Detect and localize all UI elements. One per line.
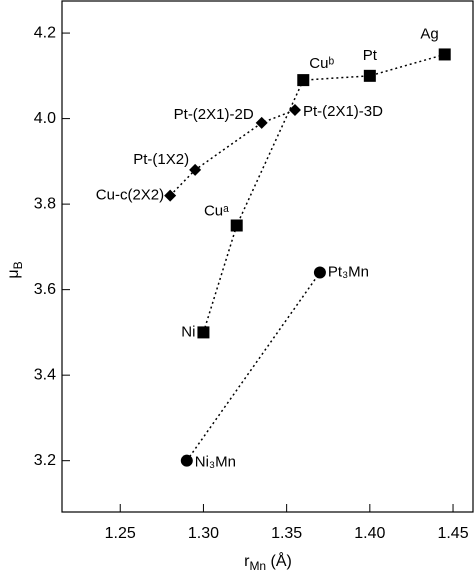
x-axis-title-part: r — [244, 553, 250, 570]
point-label: Ni — [181, 323, 195, 340]
point-label: Pt — [363, 47, 378, 64]
marker — [297, 74, 310, 87]
y-tick-label: 4.2 — [34, 24, 56, 41]
x-tick-label: 1.40 — [354, 525, 385, 542]
x-axis-title-part: Mn — [249, 559, 266, 573]
x-tick-label: 1.30 — [188, 525, 219, 542]
marker — [313, 266, 326, 279]
point-label: Ag — [420, 25, 438, 42]
y-tick-label: 3.2 — [34, 452, 56, 469]
y-tick-label: 3.6 — [34, 281, 56, 298]
x-axis-title: rMn (Å) — [244, 551, 292, 573]
plot-frame — [61, 0, 474, 513]
series-line — [169, 109, 296, 197]
marker — [363, 69, 376, 82]
y-axis-title-part: B — [11, 261, 25, 269]
marker — [255, 116, 268, 129]
y-axis-title-part: μ — [5, 269, 22, 278]
point-label: Cu-c(2X2) — [96, 187, 164, 204]
marker — [288, 104, 301, 117]
marker — [189, 163, 202, 176]
x-tick-label: 1.35 — [271, 525, 302, 542]
point-label: Pt-(2X1)-2D — [174, 106, 254, 123]
marker — [438, 48, 451, 61]
y-axis-title: μB — [5, 261, 25, 278]
y-tick-label: 4.0 — [34, 110, 56, 127]
marker — [164, 189, 177, 202]
point-label: Cuᵇ — [309, 55, 334, 72]
marker — [180, 454, 193, 467]
point-label: Pt₃Mn — [328, 264, 369, 281]
y-tick-label: 3.8 — [34, 195, 56, 212]
point-label: Pt-(2X1)-3D — [303, 103, 383, 120]
marker — [197, 326, 210, 339]
point-label: Pt-(1X2) — [133, 151, 189, 168]
x-axis-title-part: (Å) — [266, 551, 292, 570]
series-line — [186, 272, 321, 462]
point-label: Cuᵃ — [204, 202, 229, 219]
x-tick-label: 1.45 — [437, 525, 468, 542]
point-label: Ni₃Mn — [195, 454, 236, 471]
x-tick-label: 1.25 — [105, 525, 136, 542]
marker — [230, 219, 243, 232]
y-tick-label: 3.4 — [34, 366, 56, 383]
series-line — [202, 53, 445, 333]
